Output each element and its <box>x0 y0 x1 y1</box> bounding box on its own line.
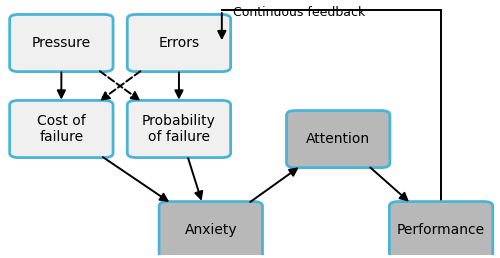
Text: Pressure: Pressure <box>32 36 91 50</box>
FancyBboxPatch shape <box>128 100 230 158</box>
FancyBboxPatch shape <box>10 14 113 72</box>
Text: Probability
of failure: Probability of failure <box>142 114 216 144</box>
Text: Continuous feedback: Continuous feedback <box>233 6 365 19</box>
FancyBboxPatch shape <box>128 14 230 72</box>
FancyBboxPatch shape <box>390 201 493 258</box>
Text: Performance: Performance <box>397 223 485 237</box>
FancyBboxPatch shape <box>159 201 262 258</box>
FancyBboxPatch shape <box>286 110 390 168</box>
Text: Anxiety: Anxiety <box>184 223 237 237</box>
FancyBboxPatch shape <box>10 100 113 158</box>
Text: Cost of
failure: Cost of failure <box>37 114 86 144</box>
Text: Attention: Attention <box>306 132 370 146</box>
Text: Errors: Errors <box>158 36 200 50</box>
